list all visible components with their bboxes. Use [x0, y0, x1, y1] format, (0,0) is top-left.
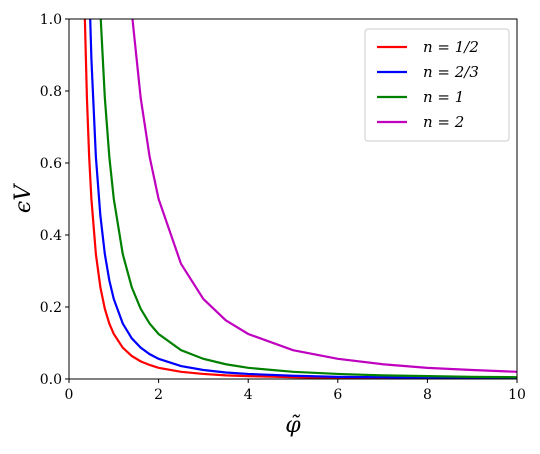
x-tick-label: 2 [154, 387, 163, 403]
plot-frame [68, 18, 518, 380]
line-series [131, 19, 517, 373]
plot-area [83, 19, 517, 379]
x-tick-label: 6 [333, 387, 342, 403]
line-series [99, 19, 517, 379]
line-series [89, 19, 517, 379]
x-tick-label: 8 [423, 387, 432, 403]
x-tick-label: 4 [244, 387, 253, 403]
legend-label: n = 2/3 [423, 63, 479, 81]
x-tick-label: 0 [65, 387, 74, 403]
y-axis-label: ϵV [11, 183, 36, 213]
legend-label: n = 1/2 [423, 38, 479, 56]
legend-label: n = 1 [423, 88, 464, 106]
y-tick-label: 0.2 [40, 300, 62, 316]
x-axis-label: φ̃ [285, 413, 301, 438]
x-tick-label: 10 [508, 387, 526, 403]
y-tick-label: 0.8 [40, 84, 62, 100]
y-tick-label: 1.0 [40, 12, 62, 28]
y-tick-label: 0.6 [40, 156, 62, 172]
legend-label: n = 2 [423, 113, 464, 131]
y-tick-label: 0.0 [40, 372, 62, 388]
legend-box [364, 28, 510, 142]
y-tick-label: 0.4 [40, 228, 62, 244]
